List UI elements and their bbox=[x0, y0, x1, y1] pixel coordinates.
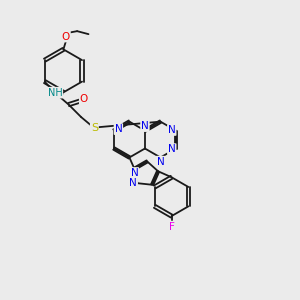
Text: S: S bbox=[91, 123, 98, 133]
Text: F: F bbox=[169, 221, 175, 232]
Text: N: N bbox=[157, 157, 164, 166]
Text: N: N bbox=[130, 168, 138, 178]
Text: N: N bbox=[168, 125, 176, 135]
Text: O: O bbox=[62, 32, 70, 41]
Text: NH: NH bbox=[48, 88, 62, 98]
Text: N: N bbox=[129, 178, 137, 188]
Text: N: N bbox=[115, 124, 122, 134]
Text: N: N bbox=[168, 144, 176, 154]
Text: O: O bbox=[80, 94, 88, 103]
Text: N: N bbox=[141, 121, 149, 131]
